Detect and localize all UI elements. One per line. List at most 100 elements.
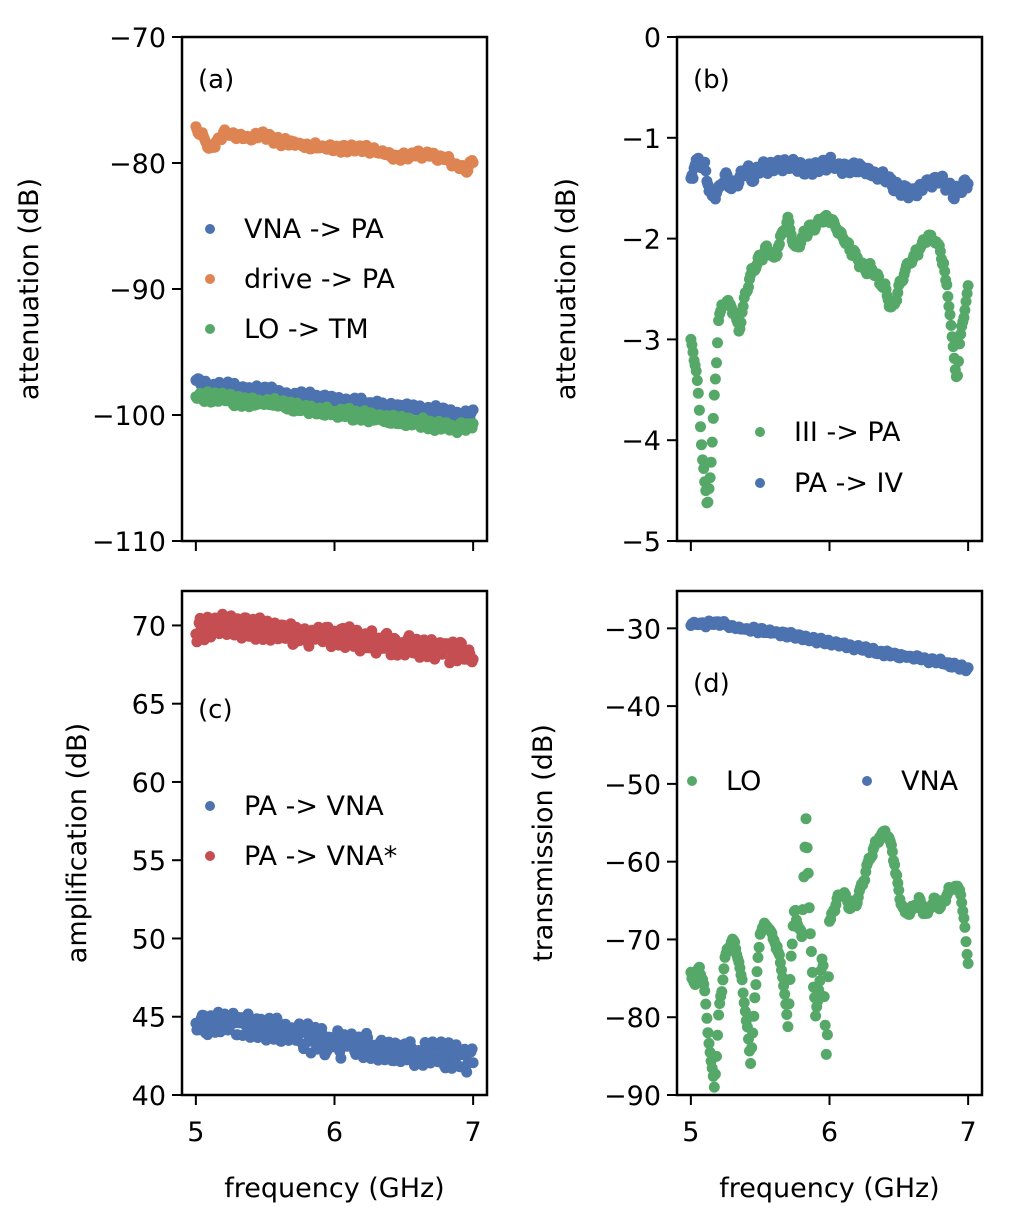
data-point [959,304,971,316]
data-point [711,1050,722,1062]
data-point [466,1043,478,1055]
legend-marker [205,224,215,234]
series-b-0 [685,209,974,509]
data-point [786,938,798,950]
x-tick-label: 6 [326,1117,343,1148]
data-point [962,662,974,674]
data-point [960,936,972,948]
legend-label: PA -> VNA [244,791,384,822]
data-point [704,472,716,484]
data-point [737,987,749,999]
legend-b: III -> PA PA -> IV [755,417,904,499]
data-point [750,979,762,991]
panel-a: −110 −100 −90 −80 −70 (a) attenuation (dB) VNA … [14,23,489,558]
series-c-0 [190,1006,479,1078]
y-tick-label: −90 [109,275,166,306]
x-tick-label: 7 [465,1117,482,1148]
data-point [467,418,479,430]
data-point [782,1021,794,1033]
data-point [699,985,711,997]
y-tick-label: −70 [604,925,661,956]
data-point [716,986,728,998]
data-point [814,975,826,987]
panel-b: −5 −4 −3 −2 −1 0 (b) attenuation (dB) III -> PA P… [551,23,984,558]
data-point [303,640,315,652]
data-point [939,265,951,277]
data-point [687,346,699,358]
data-point [746,1042,758,1054]
data-point [707,412,719,424]
data-point [699,156,711,168]
y-tick-label: 70 [132,611,166,642]
data-point [781,1009,793,1020]
y-axis-label: amplification (dB) [62,723,93,963]
series-d-1 [685,615,974,677]
data-point [695,421,706,433]
panel-label: (d) [693,669,730,699]
data-point [736,974,748,986]
data-point [745,1058,757,1069]
legend-label: drive -> PA [244,264,395,295]
data-point [692,387,704,399]
y-tick-label: 45 [132,1003,166,1034]
data-point [943,300,955,312]
data-point [467,404,479,416]
y-tick-label: −30 [604,614,661,645]
data-point [706,436,718,448]
legend-marker [205,324,215,334]
data-point [702,496,714,508]
data-point [784,974,796,985]
y-axis-label: attenuation (dB) [14,178,45,400]
legend-label: VNA -> PA [244,214,384,245]
data-point [800,813,812,825]
data-point [409,1060,420,1071]
data-point [702,1027,714,1039]
data-point [749,992,761,1004]
y-tick-label: −50 [604,770,661,801]
y-tick-label: −5 [621,527,661,558]
data-point [822,971,834,983]
data-point [700,998,712,1010]
data-point [819,1019,831,1031]
y-tick-label: −1 [621,124,661,155]
legend-label: PA -> IV [794,468,904,499]
data-point [751,966,763,978]
data-point [708,389,720,401]
panel-c: 40 45 50 55 60 65 70 5 6 7 (c) amplification (dB) fr… [62,589,489,1204]
legend-marker [755,427,765,437]
panel-label: (c) [198,695,233,725]
data-point [698,463,710,474]
y-tick-label: −110 [92,527,166,558]
series-a-2 [190,386,479,439]
series-c-1 [190,608,479,669]
data-point [711,357,722,369]
data-point [942,291,954,302]
legend-d: LO VNA [687,766,959,797]
data-point [467,157,479,168]
legend-marker [755,478,765,488]
data-point [703,1037,715,1049]
data-point [820,1048,832,1060]
data-point [960,296,972,307]
data-point [455,637,467,649]
data-point [783,998,795,1010]
data-point [804,928,816,940]
data-point [712,337,723,349]
y-tick-label: −90 [604,1081,661,1112]
data-point [737,300,749,312]
y-axis-label: attenuation (dB) [551,178,582,400]
data-point [946,331,958,343]
data-point [335,1052,347,1064]
data-point [467,653,479,665]
data-point [713,1009,725,1021]
legend-a: VNA -> PA drive -> PA LO -> TM [205,214,395,345]
data-point [690,365,702,377]
data-point [938,257,950,269]
data-point [739,1005,751,1017]
data-point [773,238,785,250]
data-point [779,988,791,1000]
data-point [752,952,764,963]
data-point [893,884,905,896]
data-point [859,874,871,886]
panel-d: −90 −80 −70 −60 −50 −40 −30 5 6 7 (d) transmission … [528,589,984,1204]
